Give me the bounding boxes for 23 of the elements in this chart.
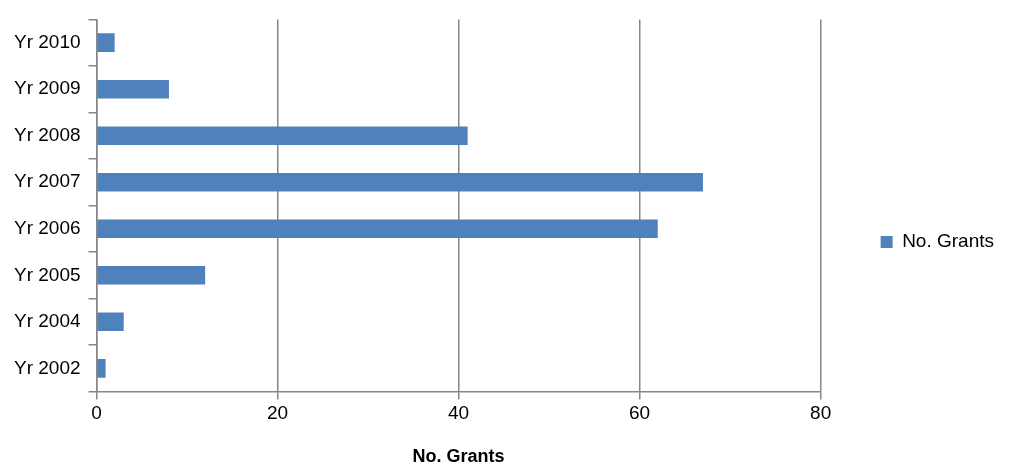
bar <box>97 126 468 146</box>
bar <box>97 265 206 285</box>
x-tick-label: 80 <box>810 402 832 424</box>
bar <box>97 219 658 239</box>
y-tick-label: Yr 2008 <box>14 123 81 145</box>
legend-label: No. Grants <box>902 230 995 252</box>
x-tick-label: 20 <box>267 402 289 424</box>
x-tick-label: 40 <box>448 402 470 424</box>
y-tick-label: Yr 2002 <box>14 356 81 378</box>
y-tick-label: Yr 2010 <box>14 30 81 52</box>
bar <box>97 33 115 52</box>
y-tick-label: Yr 2005 <box>14 263 81 285</box>
bar <box>97 359 106 378</box>
bar <box>97 79 169 99</box>
y-tick-label: Yr 2007 <box>14 170 81 192</box>
bar <box>97 312 124 332</box>
x-axis-title: No. Grants <box>412 446 505 467</box>
y-tick-label: Yr 2004 <box>14 310 81 332</box>
x-tick-label: 60 <box>629 402 651 424</box>
bar <box>97 172 703 192</box>
x-tick-label: 0 <box>91 402 102 424</box>
y-tick-label: Yr 2006 <box>14 217 81 238</box>
y-tick-label: Yr 2009 <box>14 77 81 99</box>
